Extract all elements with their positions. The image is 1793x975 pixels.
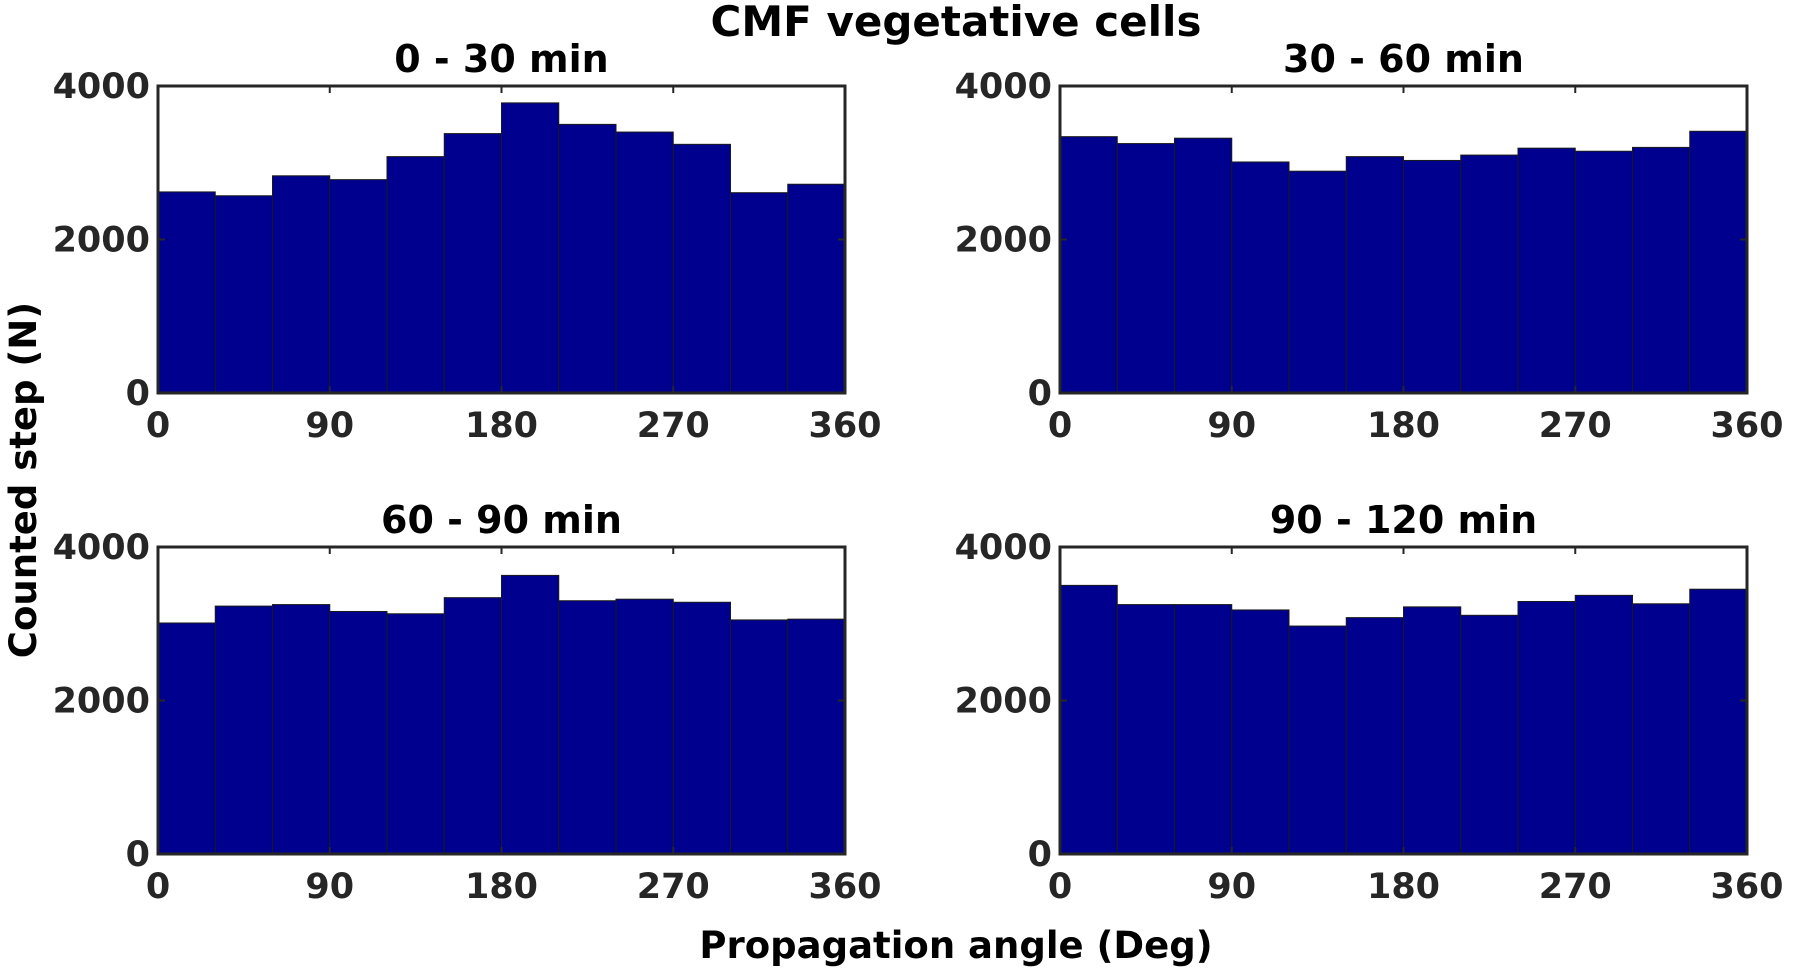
histogram-bar xyxy=(1116,604,1175,855)
histogram-bar xyxy=(730,192,789,394)
y-tick-label: 4000 xyxy=(53,67,150,107)
x-tick-label: 270 xyxy=(1539,867,1612,907)
y-tick-label: 2000 xyxy=(955,682,1052,722)
y-tick-label: 2000 xyxy=(53,682,150,722)
histogram-bar xyxy=(1574,594,1633,855)
histogram-bar xyxy=(1345,617,1404,855)
x-tick-label: 180 xyxy=(465,406,538,446)
x-tick-label: 0 xyxy=(1048,406,1072,446)
x-tick-label: 90 xyxy=(1207,406,1256,446)
histogram-bar xyxy=(1403,606,1462,855)
histogram-bar xyxy=(787,183,846,394)
x-tick-label: 180 xyxy=(465,867,538,907)
histogram-bar xyxy=(1460,614,1519,855)
y-tick-label: 2000 xyxy=(955,221,1052,261)
histogram-bar xyxy=(558,123,617,394)
subplot-title: 90 - 120 min xyxy=(1270,498,1537,542)
histogram-bar xyxy=(1632,146,1691,394)
histogram-bar xyxy=(1689,130,1748,394)
histogram-bar xyxy=(1059,136,1118,394)
y-axis-label: Counted step (N) xyxy=(2,302,45,658)
histogram-bar xyxy=(1174,137,1233,394)
x-tick-label: 0 xyxy=(1048,867,1072,907)
histogram-bar xyxy=(386,156,445,394)
histogram-bar xyxy=(386,613,445,855)
x-tick-label: 360 xyxy=(1710,406,1783,446)
histogram-bar xyxy=(443,597,502,855)
x-tick-label: 270 xyxy=(1539,406,1612,446)
histogram-bar xyxy=(1231,609,1290,855)
x-tick-label: 90 xyxy=(305,406,354,446)
x-tick-label: 180 xyxy=(1367,867,1440,907)
x-tick-label: 0 xyxy=(146,867,170,907)
histogram-bar xyxy=(157,191,216,394)
histogram-bar xyxy=(787,618,846,855)
histogram-bar xyxy=(1632,603,1691,855)
y-tick-label: 2000 xyxy=(53,221,150,261)
histogram-bar xyxy=(1174,604,1233,855)
histogram-bar xyxy=(558,600,617,855)
y-tick-label: 0 xyxy=(126,374,150,414)
y-tick-label: 0 xyxy=(1028,835,1052,875)
y-tick-label: 0 xyxy=(126,835,150,875)
x-tick-label: 360 xyxy=(1710,867,1783,907)
histogram-bar xyxy=(272,175,331,394)
subplot-90-120-min: 90 - 120 min 0 90 180 270 360 0 2000 4000 xyxy=(955,498,1784,907)
y-tick-label: 4000 xyxy=(955,67,1052,107)
x-tick-label: 360 xyxy=(808,867,881,907)
histogram-bar xyxy=(1345,156,1404,394)
x-tick-label: 0 xyxy=(146,406,170,446)
y-tick-label: 4000 xyxy=(955,528,1052,568)
subplot-60-90-min: 60 - 90 min 0 90 180 270 360 0 2000 4000 xyxy=(53,498,882,907)
histogram-bar xyxy=(272,604,331,855)
histogram-bar xyxy=(1689,588,1748,855)
subplot-title: 60 - 90 min xyxy=(381,498,622,542)
histogram-bar xyxy=(730,619,789,855)
histogram-bar xyxy=(501,102,560,394)
histogram-bar xyxy=(501,574,560,855)
x-tick-label: 90 xyxy=(1207,867,1256,907)
histogram-bar xyxy=(615,131,674,394)
histogram-bar xyxy=(1574,150,1633,394)
x-tick-label: 90 xyxy=(305,867,354,907)
histogram-bar xyxy=(1288,170,1347,394)
histogram-bar xyxy=(1460,154,1519,394)
x-tick-label: 270 xyxy=(637,406,710,446)
histogram-bar xyxy=(157,622,216,855)
histogram-bar xyxy=(214,605,273,855)
y-tick-label: 0 xyxy=(1028,374,1052,414)
histogram-bar xyxy=(1517,147,1576,394)
histogram-bar xyxy=(1116,143,1175,394)
histogram-bar xyxy=(1288,625,1347,855)
histogram-bar xyxy=(1231,161,1290,394)
histogram-bar xyxy=(672,601,731,855)
x-tick-label: 180 xyxy=(1367,406,1440,446)
x-tick-label: 360 xyxy=(808,406,881,446)
x-axis-label: Propagation angle (Deg) xyxy=(699,924,1212,967)
subplot-0-30-min: 0 - 30 min 0 90 180 270 360 0 2000 4000 xyxy=(53,37,882,446)
histogram-bar xyxy=(1059,584,1118,855)
histogram-bar xyxy=(443,133,502,394)
subplot-title: 30 - 60 min xyxy=(1283,37,1524,81)
subplot-title: 0 - 30 min xyxy=(394,37,608,81)
histogram-bar xyxy=(672,143,731,394)
histogram-bar xyxy=(1517,600,1576,855)
histogram-bar xyxy=(1403,159,1462,394)
histogram-bar xyxy=(329,179,388,394)
histogram-bar xyxy=(329,610,388,855)
y-tick-label: 4000 xyxy=(53,528,150,568)
histogram-bar xyxy=(214,195,273,394)
x-tick-label: 270 xyxy=(637,867,710,907)
histogram-bar xyxy=(615,598,674,855)
subplot-30-60-min: 30 - 60 min 0 90 180 270 360 0 2000 4000 xyxy=(955,37,1784,446)
figure-title: CMF vegetative cells xyxy=(711,0,1202,46)
